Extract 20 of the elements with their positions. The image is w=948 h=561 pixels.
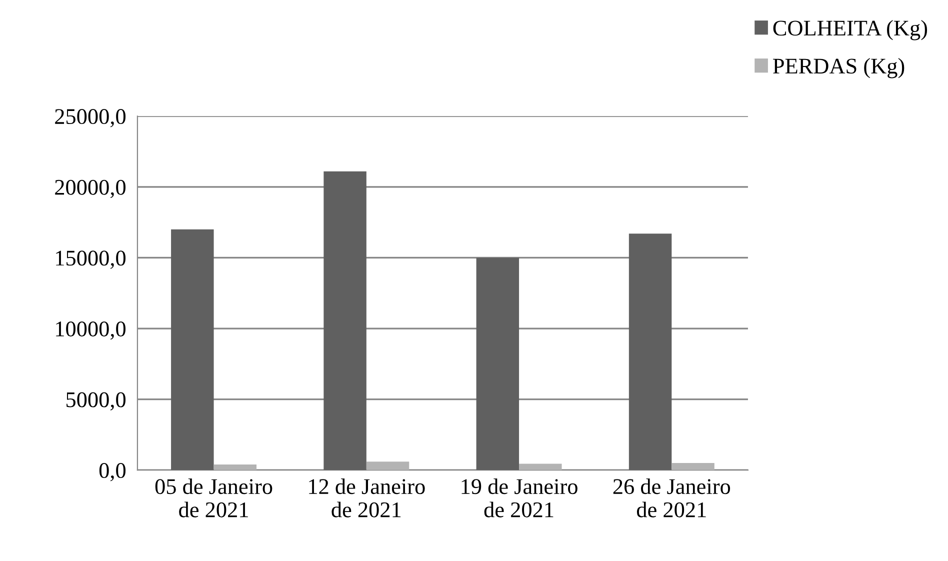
y-tick-label: 5000,0 (66, 392, 126, 410)
x-tick-label: 05 de Janeiro de 2021 (155, 478, 272, 518)
y-tick-label: 20000,0 (55, 180, 126, 198)
bar (214, 464, 257, 470)
x-tick-label: 26 de Janeiro de 2021 (613, 478, 730, 518)
bar (366, 462, 410, 470)
bar (672, 463, 714, 470)
legend-label: COLHEITA (Kg) (773, 20, 928, 40)
y-tick-label: 25000,0 (55, 109, 126, 128)
y-tick-label: 10000,0 (56, 321, 126, 340)
x-tick-label: 19 de Janeiro de 2021 (462, 478, 578, 518)
bar (519, 464, 562, 470)
bar (324, 171, 366, 470)
legend-label: PERDAS (Kg) (773, 58, 904, 78)
bar (628, 234, 672, 470)
bar (476, 258, 520, 470)
y-tick-label: 15000,0 (56, 250, 126, 269)
x-tick-label: 12 de Janeiro de 2021 (309, 478, 425, 518)
y-tick-label: 0,0 (99, 463, 126, 482)
bar (171, 229, 214, 470)
